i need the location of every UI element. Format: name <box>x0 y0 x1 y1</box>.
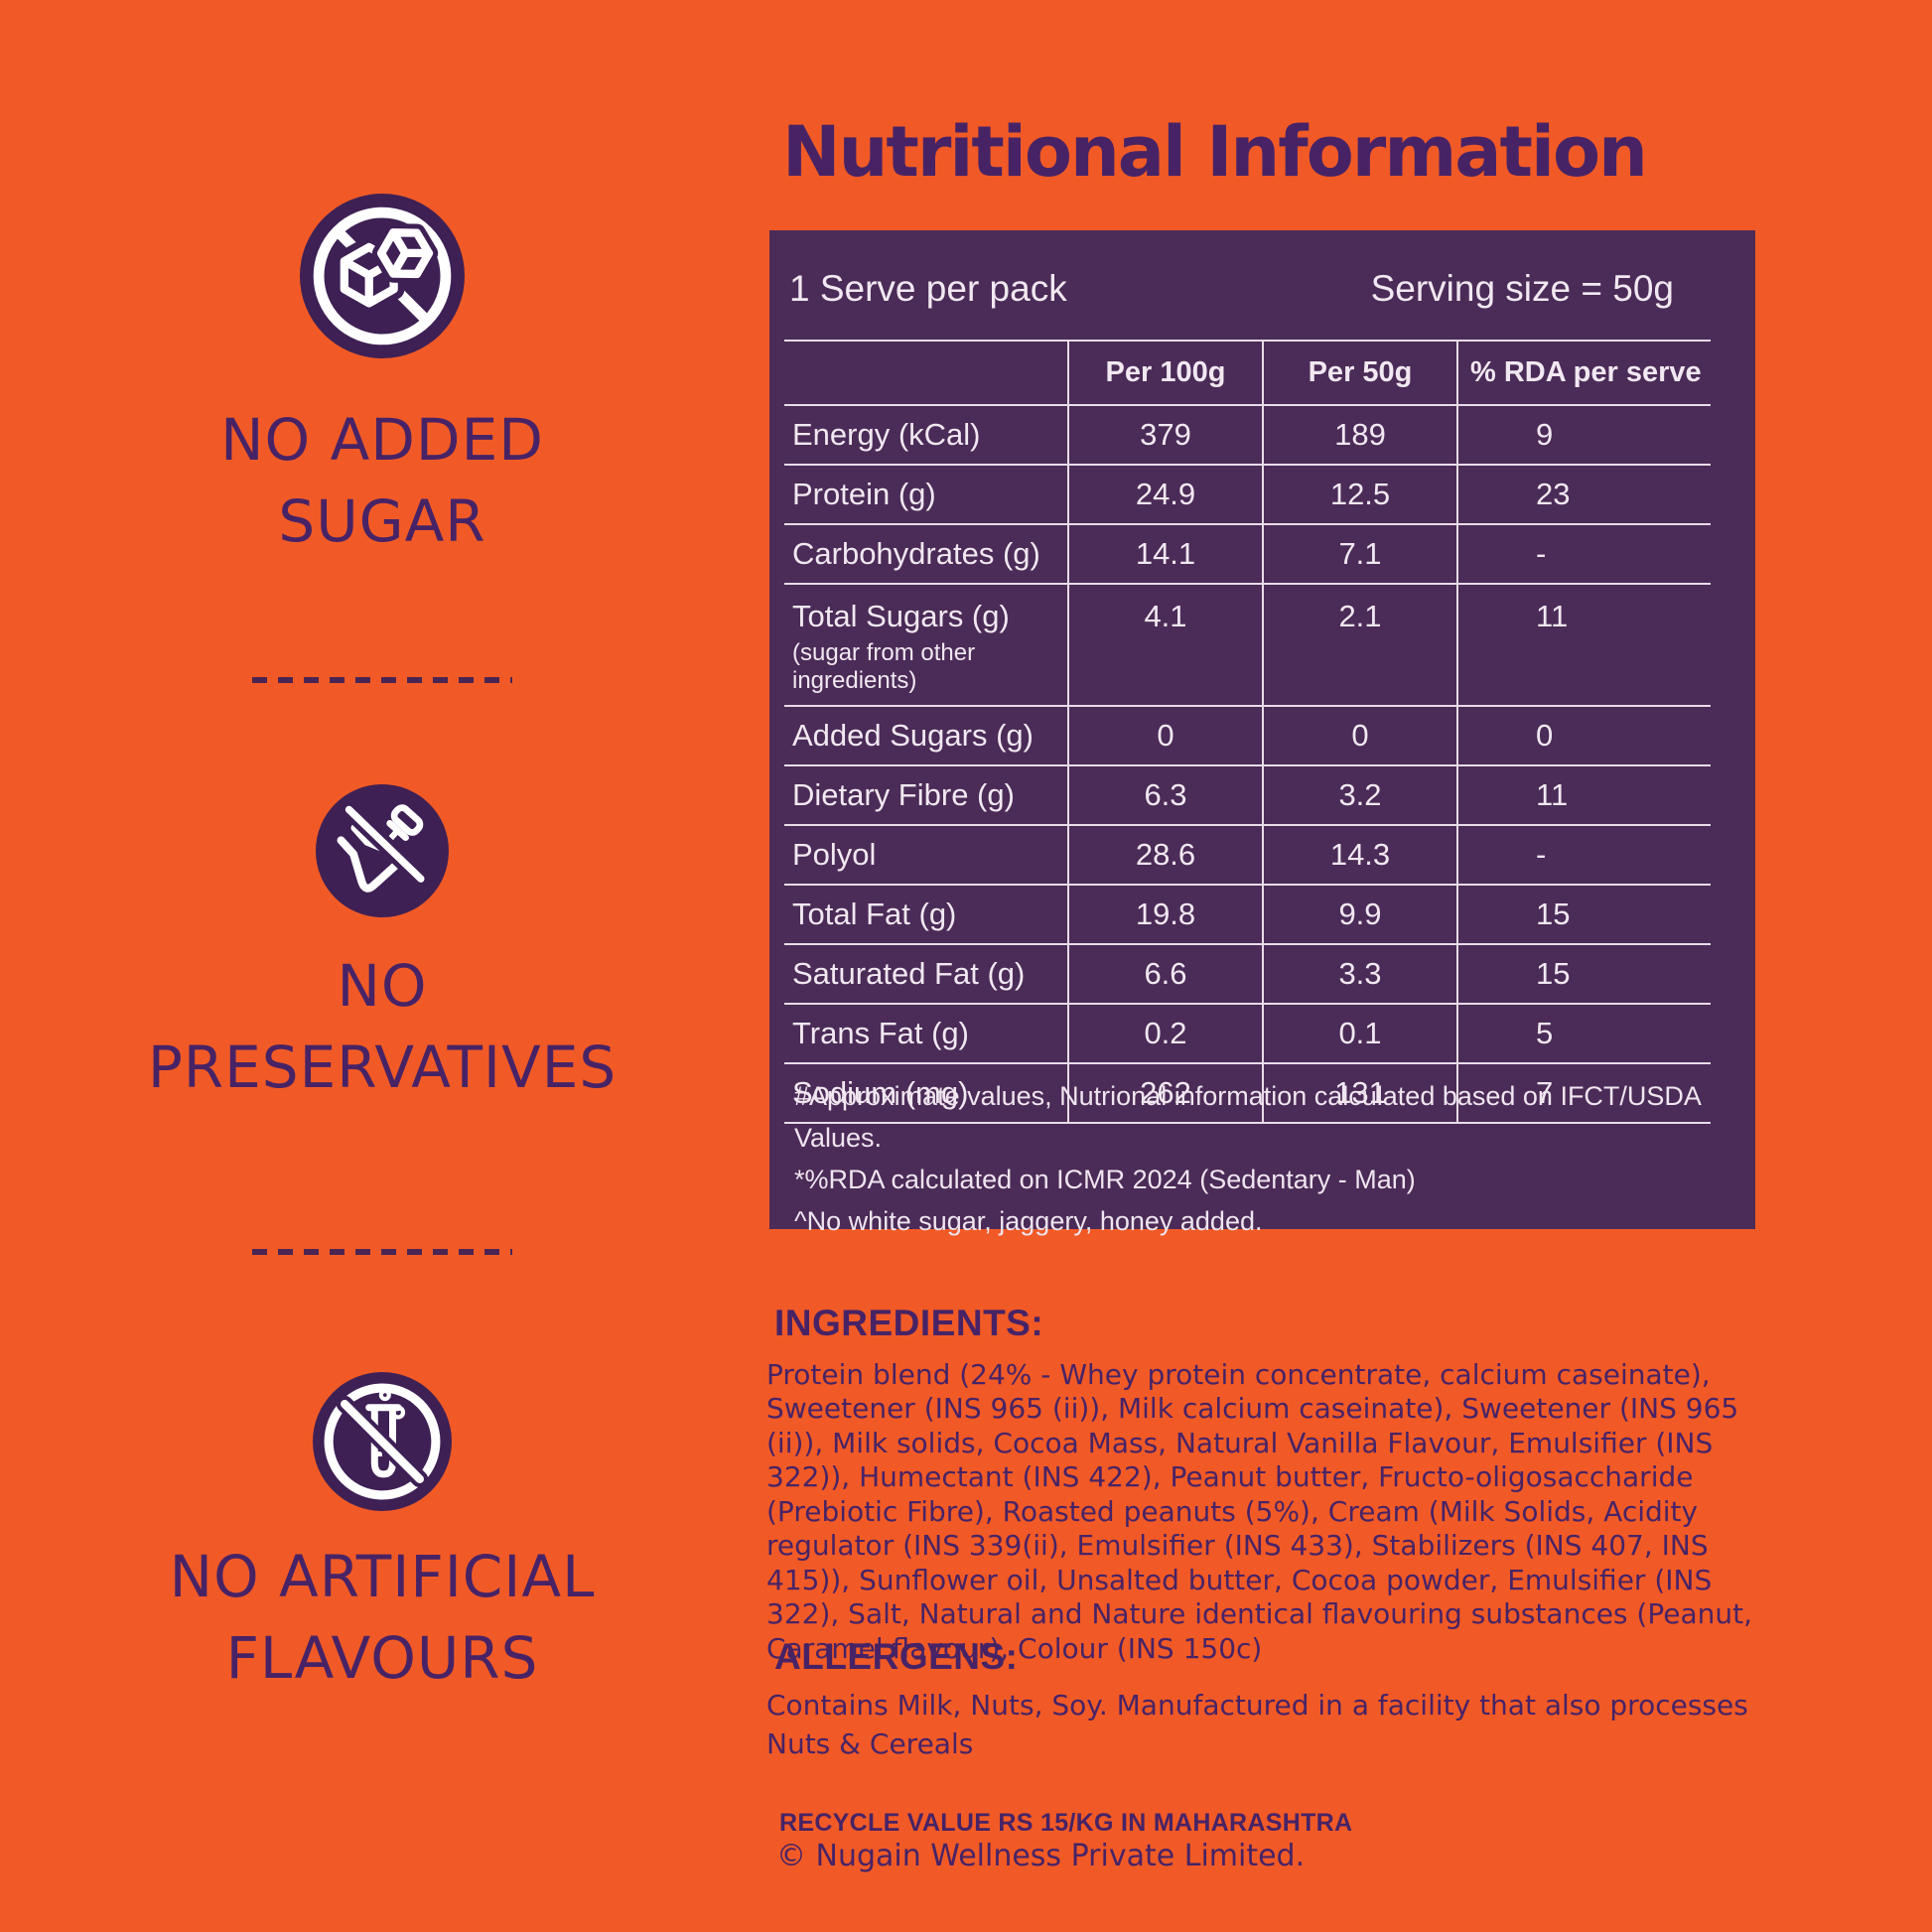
footnote: *%RDA calculated on ICMR 2024 (Sedentary… <box>794 1164 1416 1194</box>
table-row: Protein (g) 24.9 12.5 23 <box>784 464 1711 524</box>
table-footnotes: #Approximate values, Nutrional informati… <box>794 1076 1735 1242</box>
nutrient-cell: Dietary Fibre (g) <box>784 764 1068 826</box>
rda-cell: - <box>1456 824 1711 886</box>
per100g-cell: 24.9 <box>1067 464 1263 524</box>
nutrient-subname: (sugar from other ingredients) <box>792 639 976 694</box>
table-row: Total Fat (g) 19.8 9.9 15 <box>784 884 1711 945</box>
per50g-cell: 3.2 <box>1262 764 1457 826</box>
no-added-sugar-label: NO ADDED SUGAR <box>79 399 685 563</box>
per100g-cell: 0.2 <box>1067 1003 1263 1064</box>
table-row: Sodium (mg) 262 131 7 <box>784 1062 1711 1125</box>
rda-cell: 7 <box>1456 1062 1711 1125</box>
nutrient-cell: Carbohydrates (g) <box>784 523 1068 584</box>
footnote: #Approximate values, Nutrional informati… <box>794 1081 1701 1153</box>
badge-line: PRESERVATIVES <box>147 1034 618 1102</box>
per100g-cell: 6.6 <box>1067 943 1263 1005</box>
no-preservatives-label: NO PRESERVATIVES <box>79 945 685 1109</box>
copyright-text: © Nugain Wellness Private Limited. <box>776 1839 1306 1873</box>
rda-cell: 11 <box>1456 582 1711 707</box>
per100g-cell: 14.1 <box>1067 523 1263 584</box>
per50g-cell: 0 <box>1262 705 1457 766</box>
per100g-cell: 28.6 <box>1067 824 1263 886</box>
badge-line: NO <box>337 952 428 1020</box>
nutrient-cell: Total Sugars (g) (sugar from other ingre… <box>784 582 1068 707</box>
per50g-cell: 7.1 <box>1262 523 1457 584</box>
empty-header-cell <box>784 340 1068 405</box>
rda-cell: 23 <box>1456 464 1711 524</box>
dashed-divider <box>252 1249 512 1255</box>
nutrient-cell: Sodium (mg) <box>784 1062 1068 1125</box>
rda-cell: 15 <box>1456 943 1711 1005</box>
per50g-cell: 12.5 <box>1262 464 1457 524</box>
table-row: Total Sugars (g) (sugar from other ingre… <box>784 582 1711 707</box>
rda-cell: - <box>1456 523 1711 584</box>
table-row: Carbohydrates (g) 14.1 7.1 - <box>784 523 1711 584</box>
per100g-cell: 0 <box>1067 705 1263 766</box>
table-row: Saturated Fat (g) 6.6 3.3 15 <box>784 943 1711 1005</box>
per50g-cell: 14.3 <box>1262 824 1457 886</box>
per50g-cell: 131 <box>1262 1062 1457 1125</box>
per100g-cell: 6.3 <box>1067 764 1263 826</box>
badge-line: NO ADDED <box>220 406 544 474</box>
recycle-value-text: RECYCLE VALUE RS 15/KG IN MAHARASHTRA <box>779 1809 1353 1837</box>
per100g-cell: 4.1 <box>1067 582 1263 707</box>
table-row: Dietary Fibre (g) 6.3 3.2 11 <box>784 764 1711 826</box>
per50g-header: Per 50g <box>1262 340 1457 405</box>
per50g-cell: 2.1 <box>1262 582 1457 707</box>
nutrition-table: Per 100g Per 50g % RDA per serve Energy … <box>784 340 1711 1125</box>
nutrient-cell: Trans Fat (g) <box>784 1003 1068 1064</box>
table-header-row: Per 100g Per 50g % RDA per serve <box>784 340 1711 405</box>
rda-cell: 9 <box>1456 404 1711 465</box>
per50g-cell: 189 <box>1262 404 1457 465</box>
per50g-cell: 0.1 <box>1262 1003 1457 1064</box>
nutrient-cell: Energy (kCal) <box>784 404 1068 465</box>
serves-per-pack: 1 Serve per pack <box>789 268 1067 309</box>
badge-line: NO ARTIFICIAL <box>169 1543 596 1610</box>
ingredients-heading: INGREDIENTS: <box>774 1303 1044 1343</box>
page-title: Nutritional Information <box>782 111 1648 193</box>
rda-cell: 15 <box>1456 884 1711 945</box>
per100g-cell: 262 <box>1067 1062 1263 1125</box>
rda-cell: 0 <box>1456 705 1711 766</box>
no-preservatives-icon <box>316 784 449 917</box>
no-artificial-flavours-icon <box>313 1372 452 1511</box>
dashed-divider <box>252 677 512 683</box>
nutrient-name: Total Sugars (g) <box>792 599 1010 633</box>
serving-header: 1 Serve per pack Serving size = 50g <box>789 268 1674 310</box>
table-row: Trans Fat (g) 0.2 0.1 5 <box>784 1003 1711 1064</box>
no-artificial-flavours-label: NO ARTIFICIAL FLAVOURS <box>79 1536 685 1700</box>
per100g-cell: 19.8 <box>1067 884 1263 945</box>
per50g-cell: 3.3 <box>1262 943 1457 1005</box>
nutrient-cell: Protein (g) <box>784 464 1068 524</box>
per50g-cell: 9.9 <box>1262 884 1457 945</box>
footnote: ^No white sugar, jaggery, honey added. <box>794 1205 1263 1236</box>
allergens-heading: ALLERGENS: <box>774 1636 1019 1677</box>
nutrient-cell: Added Sugars (g) <box>784 705 1068 766</box>
rda-cell: 5 <box>1456 1003 1711 1064</box>
nutrient-cell: Saturated Fat (g) <box>784 943 1068 1005</box>
badge-line: SUGAR <box>278 487 486 556</box>
no-added-sugar-icon <box>300 194 465 358</box>
rda-header: % RDA per serve <box>1456 340 1711 405</box>
badge-line: FLAVOURS <box>225 1624 539 1693</box>
allergens-text: Contains Milk, Nuts, Soy. Manufactured i… <box>766 1689 1748 1761</box>
nutrition-panel: 1 Serve per pack Serving size = 50g Per … <box>769 230 1755 1236</box>
table-row: Polyol 28.6 14.3 - <box>784 824 1711 886</box>
per100g-header: Per 100g <box>1067 340 1263 405</box>
table-row: Energy (kCal) 379 189 9 <box>784 404 1711 465</box>
nutrient-cell: Polyol <box>784 824 1068 886</box>
per100g-cell: 379 <box>1067 404 1263 465</box>
ingredients-text: Protein blend (24% - Whey protein concen… <box>766 1358 1752 1665</box>
nutrient-cell: Total Fat (g) <box>784 884 1068 945</box>
rda-cell: 11 <box>1456 764 1711 826</box>
serving-size: Serving size = 50g <box>1370 268 1674 309</box>
table-row: Added Sugars (g) 0 0 0 <box>784 705 1711 766</box>
